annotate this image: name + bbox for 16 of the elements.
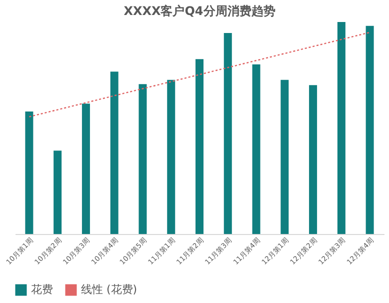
chart-title: XXXX客户Q4分周消费趋势: [124, 4, 276, 18]
bar: [167, 80, 176, 234]
legend-label: 花费: [31, 283, 53, 296]
bar: [224, 33, 232, 234]
bar: [280, 80, 289, 234]
bar: [110, 72, 118, 234]
bar: [138, 84, 147, 234]
bar: [337, 22, 346, 234]
bar: [196, 59, 204, 234]
bar: [54, 150, 62, 234]
bar: [25, 111, 34, 234]
legend-label: 线性 (花费): [81, 283, 138, 296]
bar: [252, 64, 260, 234]
bar: [309, 85, 318, 234]
bar: [82, 104, 90, 234]
bar: [366, 26, 374, 234]
